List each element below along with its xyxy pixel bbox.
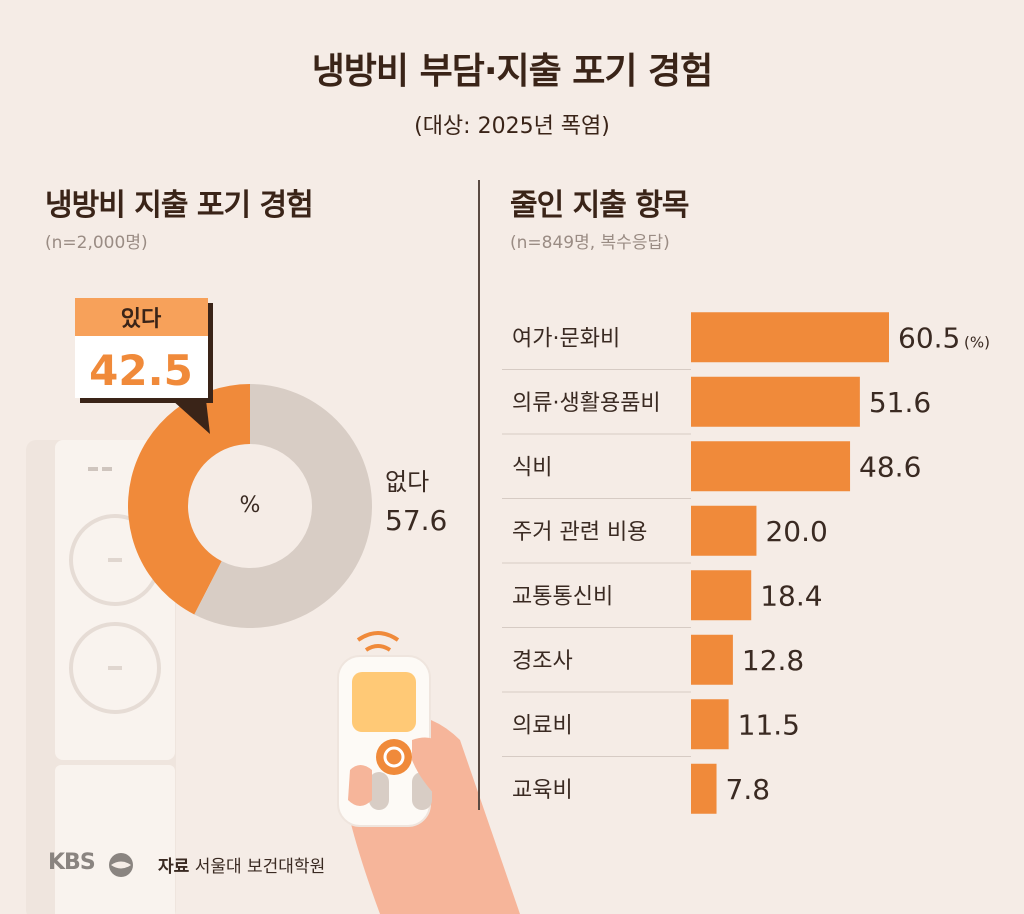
bar: [691, 634, 733, 685]
unit-label: (%): [964, 333, 990, 351]
donut-center-unit: %: [240, 493, 261, 518]
bar: [691, 376, 860, 427]
value-label: 18.4: [760, 579, 822, 612]
bar: [691, 570, 752, 621]
value-label: 48.6: [859, 450, 921, 483]
bar: [691, 505, 757, 556]
source-name: 서울대 보건대학원: [194, 857, 326, 877]
donut-slice-yes: [128, 384, 250, 615]
category-label: 교육비: [512, 778, 573, 803]
bar: [691, 441, 851, 492]
kbs-logo: KBS: [48, 850, 96, 875]
left-section-note: (n=2,000명): [45, 233, 148, 253]
category-label: 식비: [512, 455, 552, 480]
value-label: 51.6: [869, 386, 931, 419]
source-label: 자료: [158, 857, 190, 877]
donut-slice-no: [194, 383, 373, 629]
value-label: 12.8: [742, 644, 804, 677]
bar: [691, 312, 889, 363]
kbs-logo-mark: [109, 853, 133, 877]
page-subtitle: (대상: 2025년 폭염): [414, 114, 610, 139]
right-section-note: (n=849명, 복수응답): [510, 233, 670, 253]
page-title: 냉방비 부담·지출 포기 경험: [311, 51, 714, 92]
category-label: 의료비: [512, 713, 573, 738]
hand-remote-illustration: [337, 631, 520, 914]
slice-label-no: 없다: [385, 468, 429, 496]
value-label: 60.5: [898, 321, 960, 354]
slice-value-no: 57.6: [385, 504, 447, 537]
bar: [691, 763, 717, 814]
right-section-title: 줄인 지출 항목: [510, 188, 689, 223]
callout-label: 있다: [121, 307, 162, 332]
value-label: 20.0: [765, 515, 827, 548]
donut-chart: % 있다 42.5 없다 57.6: [75, 298, 447, 629]
category-label: 의류·생활용품비: [512, 391, 661, 416]
category-label: 교통통신비: [512, 584, 613, 609]
source-credit: 자료 서울대 보건대학원: [158, 852, 325, 877]
left-section-title: 냉방비 지출 포기 경험: [45, 188, 314, 223]
value-label: 11.5: [738, 708, 800, 741]
value-label: 7.8: [726, 773, 771, 806]
category-label: 주거 관련 비용: [512, 520, 647, 545]
bar: [691, 699, 729, 750]
callout-box: 있다 42.5: [75, 298, 213, 434]
section-divider: [478, 180, 480, 810]
category-label: 경조사: [512, 649, 573, 674]
category-label: 여가·문화비: [512, 326, 620, 351]
bar-chart: 여가·문화비 60.5 (%) 의류·생활용품비 51.6 식비 48.6 주거 관련 비용 2…: [502, 312, 990, 814]
callout-value: 42.5: [89, 346, 193, 395]
